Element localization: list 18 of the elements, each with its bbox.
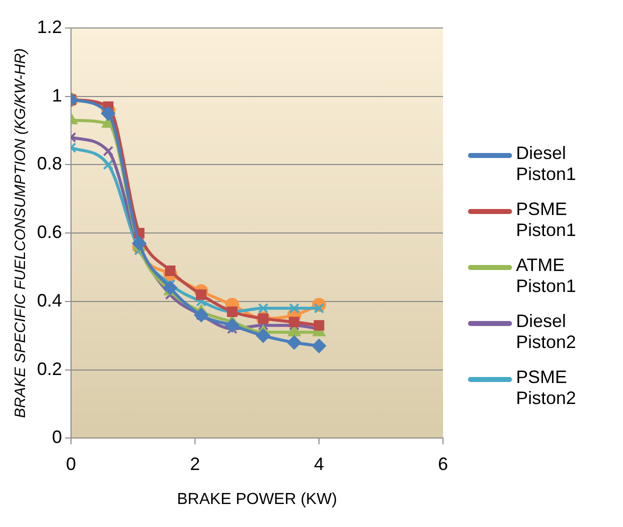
legend-label: Diesel Piston2 <box>516 310 578 352</box>
legend-label: ATME Piston1 <box>516 254 578 296</box>
y-tick-label: 0.6 <box>36 222 62 242</box>
legend-label: PSME Piston2 <box>516 366 578 408</box>
y-tick-label: 0.4 <box>36 290 62 310</box>
y-tick-label: 1 <box>52 85 62 106</box>
y-tick-label: 0.8 <box>36 154 62 174</box>
legend-label: Diesel Piston1 <box>516 142 578 184</box>
y-tick-label: 0 <box>52 427 62 448</box>
x-tick-label: 0 <box>66 454 76 474</box>
legend-label: PSME Piston1 <box>516 198 578 240</box>
x-axis-title: BRAKE POWER (KW) <box>177 490 338 508</box>
x-tick-label: 2 <box>190 454 200 474</box>
x-tick-label: 6 <box>438 454 448 474</box>
x-tick-label: 4 <box>314 454 324 474</box>
y-tick-label: 0.2 <box>36 358 62 379</box>
y-tick-label: 1.2 <box>36 16 62 37</box>
y-axis-title: BRAKE SPECIFIC FUELCONSUMPTION (KG/KW-HR) <box>12 48 30 418</box>
